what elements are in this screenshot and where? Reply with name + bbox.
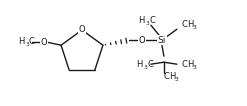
Text: H: H [139, 16, 145, 25]
Text: C: C [148, 60, 154, 69]
Text: 3: 3 [144, 65, 148, 70]
Text: O: O [79, 26, 85, 34]
Text: H: H [18, 37, 24, 46]
Text: C: C [29, 37, 34, 46]
Text: C: C [182, 60, 188, 69]
Text: 3: 3 [146, 21, 150, 26]
Text: O: O [41, 38, 47, 47]
Text: O: O [139, 36, 145, 45]
Text: 3: 3 [174, 77, 178, 82]
Text: C: C [182, 20, 188, 29]
Text: H: H [169, 72, 175, 81]
Text: 3: 3 [25, 42, 29, 47]
Text: H: H [187, 60, 193, 69]
Text: 3: 3 [192, 25, 196, 30]
Text: H: H [137, 60, 143, 69]
Text: C: C [164, 72, 170, 81]
Text: 3: 3 [192, 65, 196, 70]
Text: C: C [150, 16, 156, 25]
Text: H: H [187, 20, 193, 29]
Text: Si: Si [158, 36, 166, 45]
